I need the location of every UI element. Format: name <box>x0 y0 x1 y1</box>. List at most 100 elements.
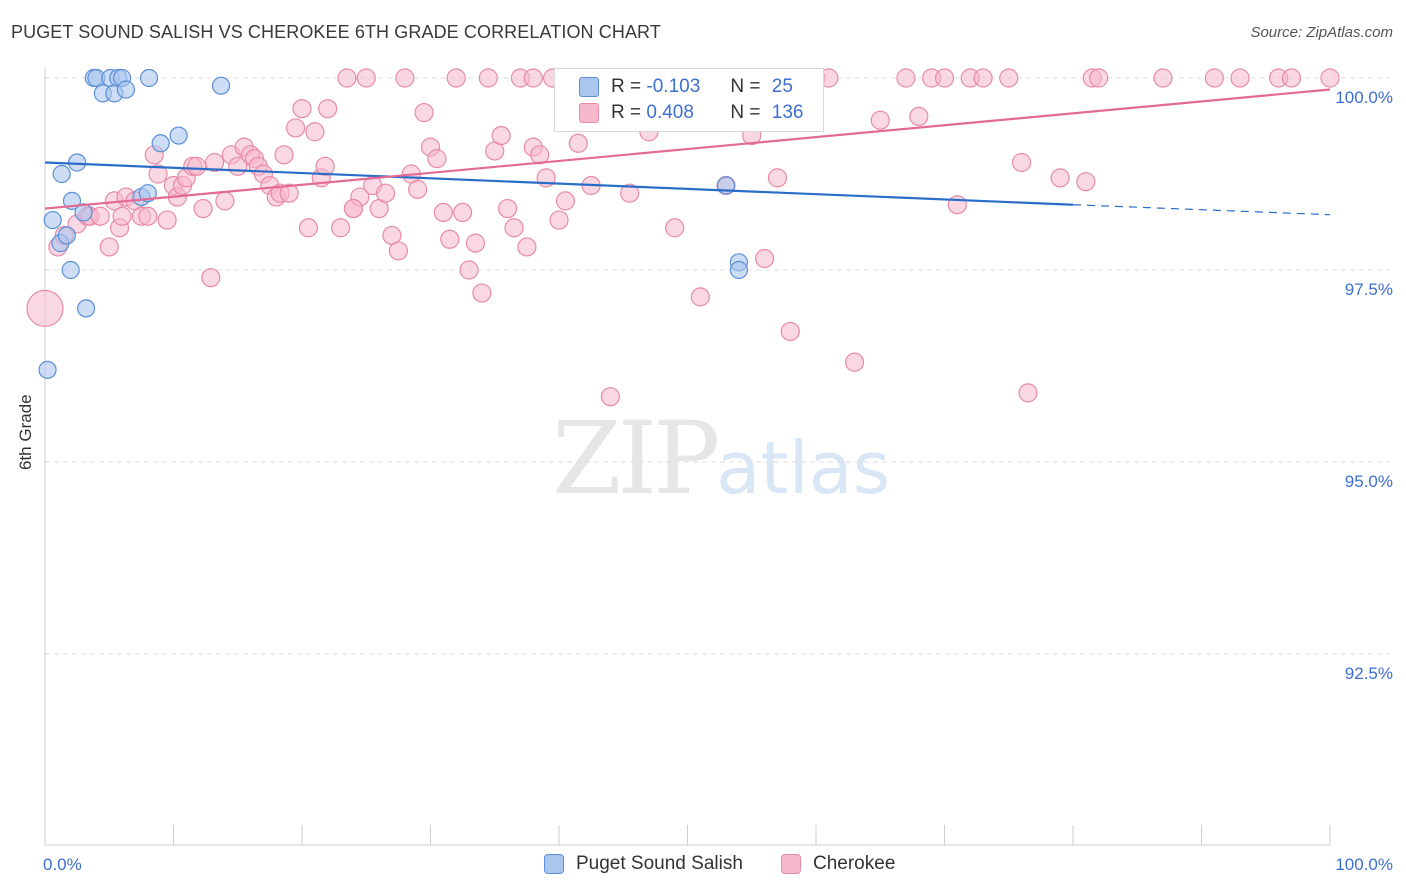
cherokee-point <box>138 206 158 226</box>
cherokee-point <box>973 68 993 88</box>
cherokee-point <box>934 68 955 88</box>
y-tick-label: 92.5% <box>1345 664 1393 683</box>
legend-row-cherokee: R = 0.408 N = 136 <box>579 100 803 126</box>
y-tick-label: 97.5% <box>1345 280 1393 299</box>
cherokee-point <box>498 198 518 219</box>
cherokee-point <box>337 68 357 88</box>
cherokee-point <box>274 145 294 165</box>
tick-labels: 100.0% 97.5% 95.0% 92.5% 0.0% 100.0% <box>43 88 1393 874</box>
blue-swatch-icon <box>544 854 564 874</box>
cherokee-point <box>279 183 299 203</box>
cherokee-point <box>453 202 473 222</box>
cherokee-point <box>896 68 916 88</box>
cherokee-point <box>408 179 428 199</box>
cherokee-point <box>414 102 434 123</box>
puget-sound-salish-point <box>52 164 71 184</box>
cherokee-point <box>491 126 511 146</box>
cherokee-point <box>298 218 319 238</box>
legend-label-cherokee: Cherokee <box>813 853 896 874</box>
cherokee-point <box>1230 68 1250 88</box>
cherokee-point <box>375 183 396 203</box>
cherokee-point <box>1204 68 1224 88</box>
cherokee-point <box>201 268 221 288</box>
y-axis-label: 6th Grade <box>16 394 35 470</box>
cherokee-point <box>315 156 335 176</box>
cherokee-point <box>549 210 569 230</box>
cherokee-point <box>148 164 168 184</box>
cherokee-point <box>433 202 453 222</box>
legend-row-puget-sound-salish: R = -0.103 N = 25 <box>579 74 793 100</box>
puget-sound-salish-point <box>61 260 80 280</box>
cherokee-point <box>157 210 177 230</box>
legend-n-label: N = <box>730 102 761 123</box>
cherokee-point <box>665 218 685 238</box>
x-tick-label-min: 0.0% <box>43 855 82 874</box>
cherokee-point <box>844 352 865 372</box>
cherokee-point <box>440 229 460 249</box>
cherokee-point <box>870 110 890 130</box>
puget-sound-salish-point <box>77 299 96 318</box>
cherokee-point <box>523 68 543 88</box>
puget-sound-salish-point <box>57 226 76 245</box>
cherokee-point <box>90 206 110 226</box>
cherokee-point <box>99 237 119 257</box>
cherokee-point <box>446 68 466 88</box>
cherokee-point <box>330 218 351 238</box>
cherokee-point <box>465 233 486 253</box>
cherokee-point <box>555 191 576 211</box>
cherokee-point <box>478 68 498 88</box>
legend-r-label: R = <box>611 102 642 123</box>
cherokee-point <box>620 183 640 203</box>
legend-r-label: R = <box>611 76 642 97</box>
watermark-atlas: atlas <box>716 426 891 510</box>
cherokee-point <box>767 168 788 188</box>
puget-sound-salish-point <box>211 76 231 95</box>
cherokee-point <box>356 68 376 88</box>
watermark: ZIPatlas <box>552 400 890 517</box>
puget-sound-salish-trend-extension <box>1072 204 1331 216</box>
cherokee-point <box>388 241 408 261</box>
pink-swatch-icon <box>579 103 599 123</box>
cherokee-point <box>1011 152 1032 173</box>
cherokee-point <box>343 198 363 219</box>
cherokee-point <box>318 99 338 119</box>
cherokee-point <box>205 152 225 173</box>
cherokee-point <box>1153 68 1173 88</box>
source-label: Source: ZipAtlas.com <box>1250 24 1393 41</box>
legend-n-value: 136 <box>771 102 804 123</box>
cherokee-point <box>780 321 800 342</box>
cherokee-point <box>187 156 207 176</box>
cherokee-point <box>909 106 929 127</box>
legend-item-puget-sound-salish: Puget Sound Salish <box>544 852 743 876</box>
watermark-zip: ZIP <box>552 400 720 517</box>
puget-sound-salish-point <box>38 360 57 379</box>
cherokee-point <box>193 198 213 219</box>
legend-r-value: 0.408 <box>646 102 694 123</box>
puget-sound-salish-point <box>138 184 157 203</box>
cherokee-point <box>999 68 1019 88</box>
cherokee-point <box>517 237 537 257</box>
cherokee-point <box>504 218 524 238</box>
cherokee-point <box>1076 172 1096 192</box>
cherokee-point <box>568 133 588 153</box>
puget-sound-salish-point <box>151 134 170 153</box>
cherokee-point <box>427 149 447 169</box>
cherokee-point <box>292 99 312 119</box>
cherokee-point <box>1089 68 1109 88</box>
puget-sound-salish-point <box>43 210 62 230</box>
legend-label-puget-sound-salish: Puget Sound Salish <box>576 853 743 874</box>
cherokee-point <box>754 248 775 269</box>
puget-sound-salish-point <box>116 80 136 99</box>
cherokee-point <box>1018 383 1038 403</box>
y-tick-label: 95.0% <box>1345 472 1393 491</box>
cherokee-point <box>947 195 967 215</box>
cherokee-point <box>459 260 479 280</box>
cherokee-point <box>305 122 325 142</box>
cherokee-point <box>215 191 235 211</box>
legend-item-cherokee: Cherokee <box>781 852 895 876</box>
trend-lines <box>44 88 1331 216</box>
x-tick-label-max: 100.0% <box>1335 855 1393 874</box>
cherokee-point <box>1281 68 1302 88</box>
cherokee-point <box>26 289 64 327</box>
legend-r-value: -0.103 <box>646 76 701 97</box>
